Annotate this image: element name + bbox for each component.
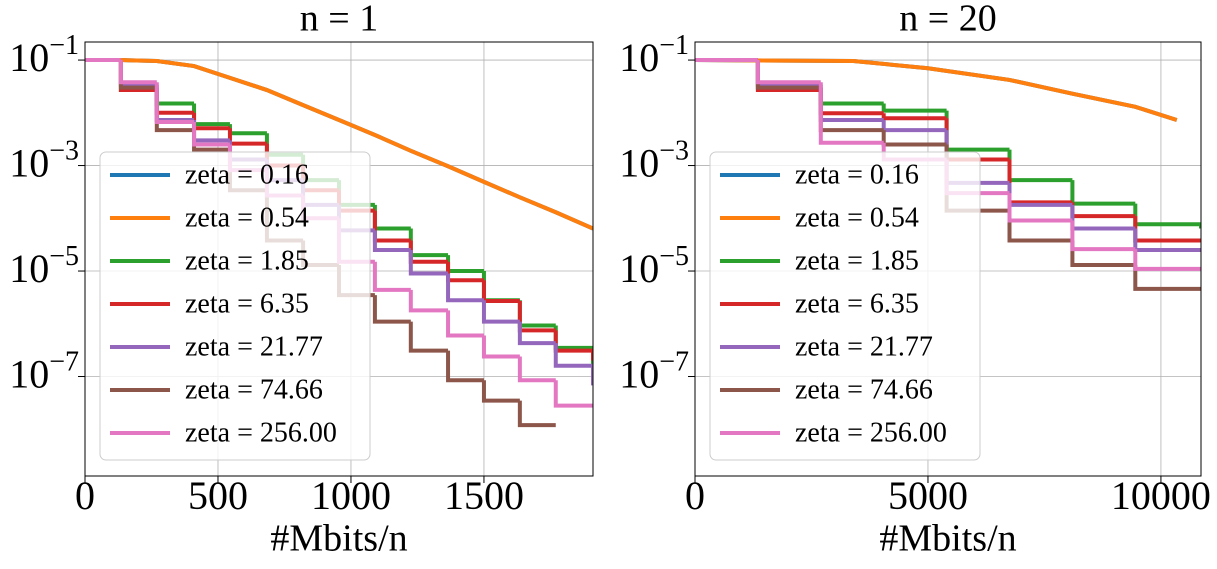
series-step xyxy=(553,343,593,386)
series-step xyxy=(1007,149,1073,183)
x-tick-label: 5000 xyxy=(888,473,968,518)
axes-frame xyxy=(694,41,1202,477)
chart-title: n = 1 xyxy=(300,0,378,40)
y-tick-label: 10−5 xyxy=(619,241,689,291)
series-step xyxy=(446,350,484,383)
series-step xyxy=(408,240,449,264)
x-tick-label: 10000 xyxy=(1111,473,1211,518)
subplot: 0 5000 10000 10−1 10−3 10−5 10−7 n = 20 #Mbits/n… xyxy=(619,0,1211,560)
series-step xyxy=(755,60,821,85)
x-tick-label: 0 xyxy=(75,473,95,518)
series-step xyxy=(481,271,520,303)
y-tick-label: 10−7 xyxy=(619,347,689,397)
axes-frame xyxy=(84,41,594,477)
x-axis-label: #Mbits/n xyxy=(879,518,1016,560)
y-tick-label: 10−1 xyxy=(619,30,689,80)
x-axis-label: #Mbits/n xyxy=(270,518,407,560)
series-step xyxy=(408,289,449,313)
series-step xyxy=(408,250,449,276)
legend-label: zeta = 0.16 xyxy=(185,159,309,190)
series-step xyxy=(481,335,520,359)
series-step xyxy=(1007,193,1073,223)
series-step xyxy=(517,300,556,328)
y-tick-label: 10−1 xyxy=(9,30,79,80)
series-step xyxy=(517,356,556,383)
chart-title: n = 20 xyxy=(899,0,996,40)
series-step xyxy=(481,300,520,324)
series-step xyxy=(227,124,267,136)
series-step xyxy=(553,330,593,361)
x-tick-label: 1500 xyxy=(444,473,524,518)
series-step xyxy=(446,310,484,338)
legend-label: zeta = 0.54 xyxy=(185,202,309,233)
series-step xyxy=(118,60,157,85)
legend-label: zeta = 6.35 xyxy=(795,288,919,319)
series-step xyxy=(944,110,1010,152)
legend-frame xyxy=(99,151,371,461)
series-step xyxy=(881,103,947,113)
series-step xyxy=(517,400,556,428)
legend-label: zeta = 21.77 xyxy=(185,331,323,362)
series-step xyxy=(372,295,411,324)
legend-label: zeta = 74.66 xyxy=(795,374,933,405)
x-tick-label: 1000 xyxy=(311,473,391,518)
series-step xyxy=(154,82,195,124)
series-step xyxy=(446,255,484,274)
series-step xyxy=(1070,240,1136,268)
series-line xyxy=(695,58,1178,122)
series-step xyxy=(818,87,884,106)
series-step xyxy=(192,121,230,147)
series-step xyxy=(818,82,884,145)
y-tick-label: 10−3 xyxy=(619,136,689,186)
series-step xyxy=(881,130,947,147)
legend-frame xyxy=(709,151,981,461)
series-step xyxy=(881,113,947,121)
legend-label: zeta = 21.77 xyxy=(795,331,933,362)
legend-label: zeta = 256.00 xyxy=(795,417,947,448)
series-step xyxy=(372,261,411,292)
legend-label: zeta = 0.16 xyxy=(795,159,919,190)
series-step xyxy=(818,87,884,133)
series-step xyxy=(372,230,411,253)
y-tick-label: 10−5 xyxy=(9,241,79,291)
series-step xyxy=(372,210,411,243)
legend-label: zeta = 0.54 xyxy=(795,202,919,233)
legend-label: zeta = 6.35 xyxy=(185,288,309,319)
series-step xyxy=(446,273,484,303)
series-step xyxy=(1133,216,1201,243)
series-step xyxy=(481,380,520,403)
legend-label: zeta = 1.85 xyxy=(185,245,309,276)
y-tick-label: 10−7 xyxy=(9,347,79,397)
series-step xyxy=(408,321,449,353)
series-step xyxy=(1133,203,1201,229)
x-tick-label: 0 xyxy=(685,473,705,518)
series-step xyxy=(1007,210,1073,243)
legend: zeta = 0.16 zeta = 0.54 zeta = 1.85 zeta = … xyxy=(709,151,981,461)
series-step xyxy=(154,90,195,115)
series-step xyxy=(553,380,593,408)
legend-label: zeta = 256.00 xyxy=(185,417,337,448)
series-step xyxy=(1070,180,1136,206)
series-line xyxy=(85,58,593,231)
legend-label: zeta = 1.85 xyxy=(795,245,919,276)
series-step xyxy=(192,103,230,127)
series-step xyxy=(1070,220,1136,252)
series-step xyxy=(1133,265,1201,291)
series-step xyxy=(481,280,520,304)
legend-label: zeta = 74.66 xyxy=(185,374,323,405)
series-step xyxy=(517,321,556,346)
series-step xyxy=(1133,249,1201,271)
y-tick-label: 10−3 xyxy=(9,136,79,186)
series-step xyxy=(372,204,411,231)
x-tick-label: 500 xyxy=(188,473,248,518)
legend: zeta = 0.16 zeta = 0.54 zeta = 1.85 zeta = … xyxy=(99,151,371,461)
series-step xyxy=(408,228,449,258)
series-step xyxy=(227,128,267,146)
series-step xyxy=(154,90,195,106)
series-step xyxy=(881,120,947,133)
subplot: 0 500 1000 1500 10−1 10−3 10−5 10−7 n = 1 #Mbits/… xyxy=(9,0,594,560)
